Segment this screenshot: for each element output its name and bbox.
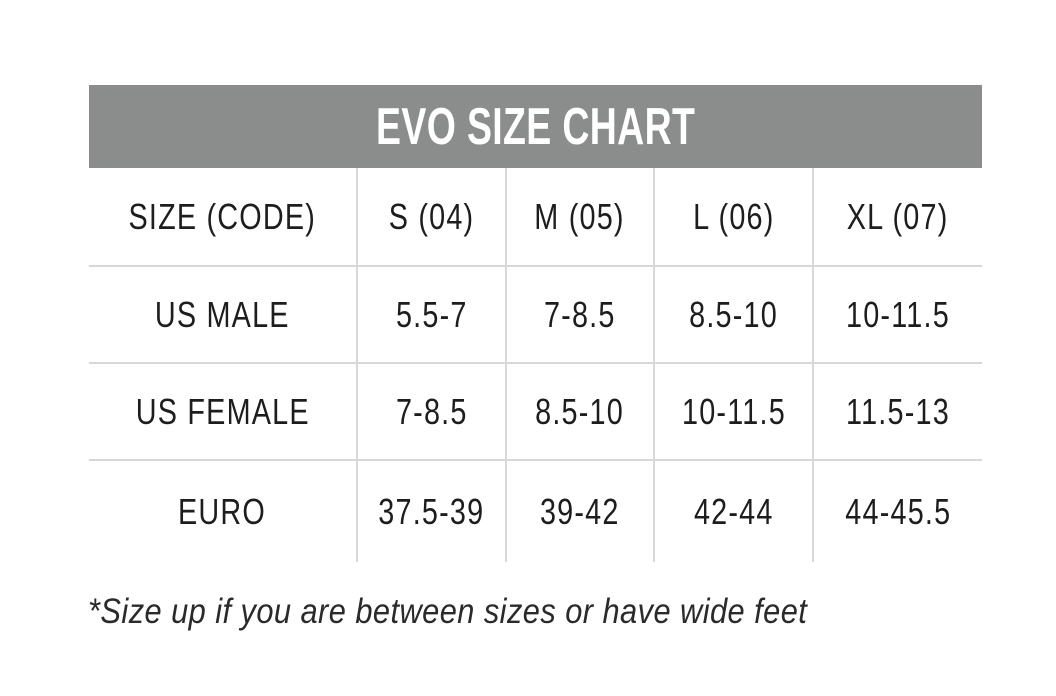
column-header-l: L (06) xyxy=(655,168,814,267)
table-cell-us-male-s: 5.5-7 xyxy=(358,267,507,364)
column-header-s: S (04) xyxy=(358,168,507,267)
column-header-m: M (05) xyxy=(507,168,655,267)
row-label-euro: EURO xyxy=(89,461,358,562)
size-up-footnote: *Size up if you are between sizes or hav… xyxy=(88,592,808,631)
table-cell-us-male-xl: 10-11.5 xyxy=(814,267,982,364)
chart-title-banner: EVO SIZE CHART xyxy=(89,85,982,168)
table-cell-euro-s: 37.5-39 xyxy=(358,461,507,562)
size-chart-table: SIZE (CODE) S (04) M (05) L (06) XL (07)… xyxy=(89,168,982,562)
column-header-size-code: SIZE (CODE) xyxy=(89,168,358,267)
table-cell-euro-l: 42-44 xyxy=(655,461,814,562)
table-cell-us-female-m: 8.5-10 xyxy=(507,364,655,461)
table-cell-euro-xl: 44-45.5 xyxy=(844,490,952,532)
table-cell-us-female-xl: 11.5-13 xyxy=(814,364,982,461)
row-label-us-male: US MALE xyxy=(89,267,358,364)
table-cell-us-male-m: 7-8.5 xyxy=(507,267,655,364)
table-cell-us-male-l: 8.5-10 xyxy=(655,267,814,364)
column-header-xl: XL (07) xyxy=(814,168,982,267)
row-label-us-female: US FEMALE xyxy=(89,364,358,461)
table-cell-us-female-s: 7-8.5 xyxy=(358,364,507,461)
chart-title: EVO SIZE CHART xyxy=(375,97,696,156)
table-cell-us-female-l: 10-11.5 xyxy=(655,364,814,461)
table-cell-euro-m: 39-42 xyxy=(507,461,655,562)
